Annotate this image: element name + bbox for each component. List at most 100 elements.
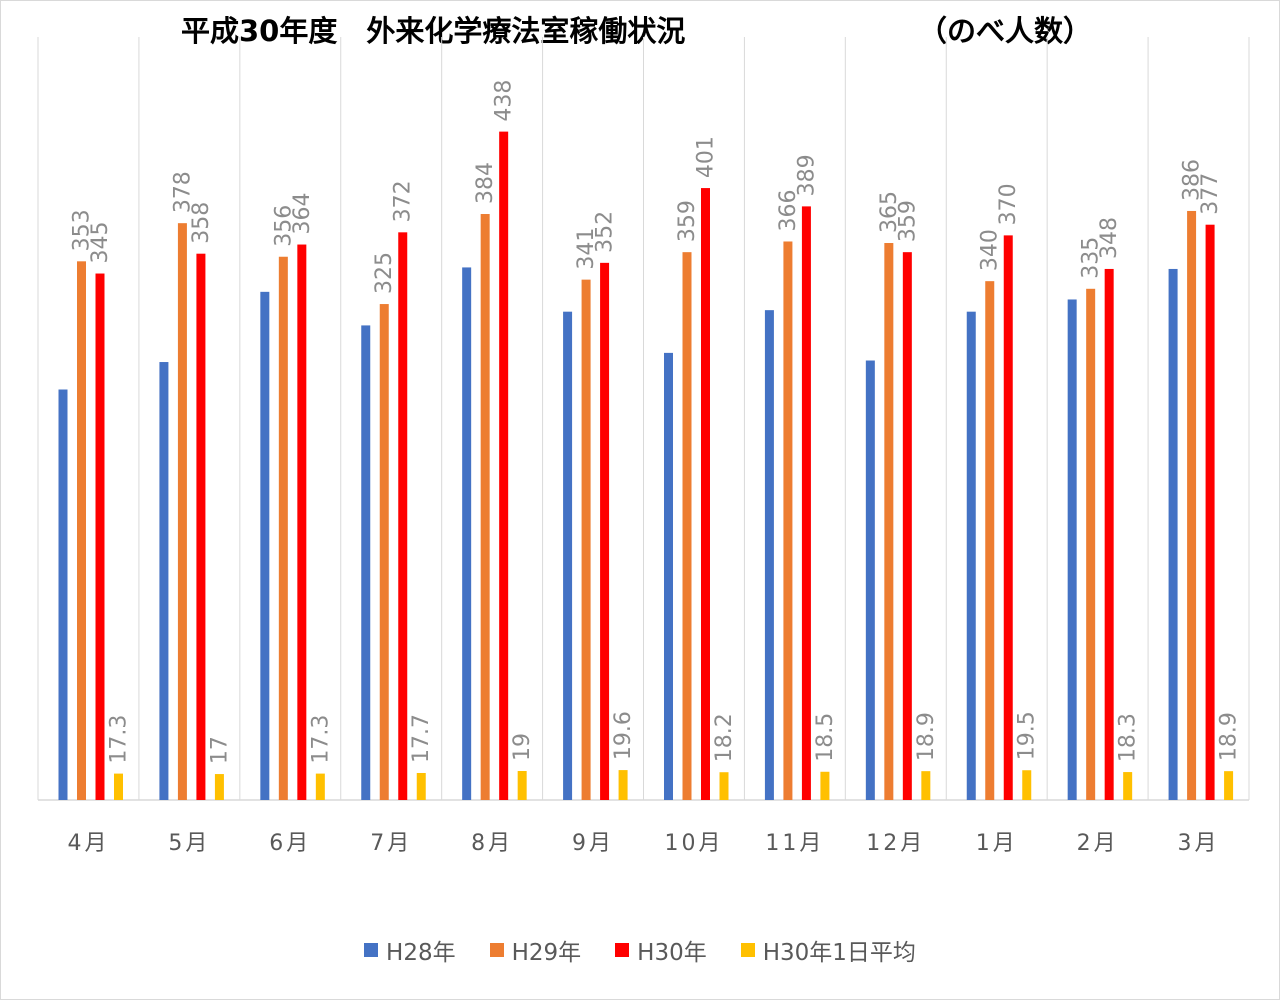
bar[interactable]: [114, 773, 123, 800]
bar[interactable]: [600, 262, 610, 800]
bar[interactable]: [361, 325, 371, 800]
x-tick-label: 6月: [269, 831, 311, 856]
bar[interactable]: [966, 311, 976, 800]
bar[interactable]: [618, 770, 628, 800]
bar[interactable]: [701, 188, 710, 801]
legend-label: H30年1日平均: [762, 940, 916, 966]
legend-swatch: [489, 943, 504, 957]
x-tick-label: 12月: [866, 831, 925, 856]
bar[interactable]: [764, 310, 774, 800]
chart-title: 平成30年度 外来化学療法室稼働状況: [181, 14, 686, 48]
data-label: 377: [1198, 173, 1223, 215]
bar[interactable]: [196, 253, 206, 800]
x-tick-label: 3月: [1178, 831, 1220, 856]
bar[interactable]: [260, 291, 270, 800]
legend-item[interactable]: H28年: [364, 933, 456, 967]
data-label: 384: [473, 162, 498, 204]
bar[interactable]: [563, 311, 573, 800]
bar[interactable]: [719, 772, 729, 800]
data-label: 345: [88, 222, 113, 264]
bar[interactable]: [77, 261, 86, 800]
legend-item[interactable]: H30年1日平均: [740, 933, 916, 967]
x-tick-label: 8月: [471, 831, 513, 856]
data-label: 18.2: [712, 713, 737, 762]
data-label: 365: [877, 191, 902, 233]
bar[interactable]: [159, 362, 169, 800]
bar[interactable]: [462, 267, 472, 800]
x-tick-label: 1月: [976, 831, 1018, 856]
bar[interactable]: [1205, 224, 1215, 800]
data-label: 18.9: [1217, 712, 1242, 761]
bar[interactable]: [278, 256, 288, 800]
data-label: 18.3: [1116, 713, 1141, 762]
x-tick-label: 9月: [572, 831, 614, 856]
bar[interactable]: [58, 389, 68, 800]
bar[interactable]: [664, 352, 673, 800]
data-label: 353: [70, 209, 95, 251]
bar[interactable]: [1086, 288, 1096, 800]
legend-swatch: [740, 943, 755, 957]
data-label: 17.3: [107, 715, 132, 764]
data-label: 17.7: [409, 714, 434, 763]
data-label: 378: [170, 171, 195, 213]
bar[interactable]: [1168, 268, 1178, 800]
bar[interactable]: [884, 243, 894, 800]
x-tick-label: 11月: [765, 831, 824, 856]
data-label: 18.5: [813, 713, 838, 762]
bar[interactable]: [95, 273, 105, 800]
legend-item[interactable]: H30年: [615, 933, 707, 967]
data-label: 389: [794, 154, 819, 196]
data-label: 359: [675, 200, 700, 242]
data-label: 359: [895, 200, 920, 242]
bar[interactable]: [865, 360, 875, 800]
bar[interactable]: [177, 223, 187, 800]
data-label: 364: [290, 193, 315, 235]
data-label: 18.9: [914, 712, 939, 761]
data-label: 325: [372, 252, 397, 294]
bar[interactable]: [1067, 299, 1077, 800]
data-label: 17: [207, 736, 232, 764]
bar[interactable]: [1104, 268, 1114, 800]
x-tick-label: 4月: [67, 831, 109, 856]
data-label: 370: [996, 183, 1021, 225]
bar[interactable]: [480, 214, 490, 801]
bar[interactable]: [985, 281, 995, 800]
bar[interactable]: [416, 772, 426, 800]
x-tick-label: 10月: [664, 831, 723, 856]
bar[interactable]: [517, 771, 527, 800]
bar[interactable]: [1003, 235, 1013, 800]
bar[interactable]: [214, 774, 224, 800]
bar[interactable]: [682, 252, 692, 800]
data-label: 386: [1180, 159, 1205, 201]
data-label: 372: [391, 180, 416, 222]
legend-label: H28年: [386, 940, 456, 966]
bar[interactable]: [902, 252, 912, 800]
chart-subtitle: （のべ人数）: [918, 14, 1093, 48]
bar[interactable]: [297, 244, 307, 800]
bar[interactable]: [1224, 771, 1234, 800]
chart-title-row: 平成30年度 外来化学療法室稼働状況 （のべ人数）: [0, 8, 1280, 52]
bar[interactable]: [801, 206, 811, 801]
bar[interactable]: [1123, 772, 1133, 800]
data-label: 352: [593, 211, 618, 253]
bar[interactable]: [783, 241, 793, 800]
bar[interactable]: [921, 771, 931, 800]
data-label: 356: [271, 205, 296, 247]
bar[interactable]: [820, 771, 830, 800]
data-label: 341: [574, 228, 599, 270]
data-label: 17.3: [308, 715, 333, 764]
bar[interactable]: [398, 232, 408, 800]
x-tick-label: 7月: [370, 831, 412, 856]
x-tick-label: 2月: [1077, 831, 1119, 856]
bar[interactable]: [581, 279, 591, 800]
legend-item[interactable]: H29年: [489, 933, 581, 967]
bar[interactable]: [315, 773, 325, 800]
legend-label: H30年: [637, 940, 707, 966]
bar[interactable]: [499, 131, 509, 800]
data-label: 358: [189, 202, 214, 244]
bar[interactable]: [1022, 770, 1032, 800]
bar[interactable]: [379, 304, 389, 800]
data-label: 438: [492, 80, 517, 122]
bar[interactable]: [1187, 210, 1197, 801]
